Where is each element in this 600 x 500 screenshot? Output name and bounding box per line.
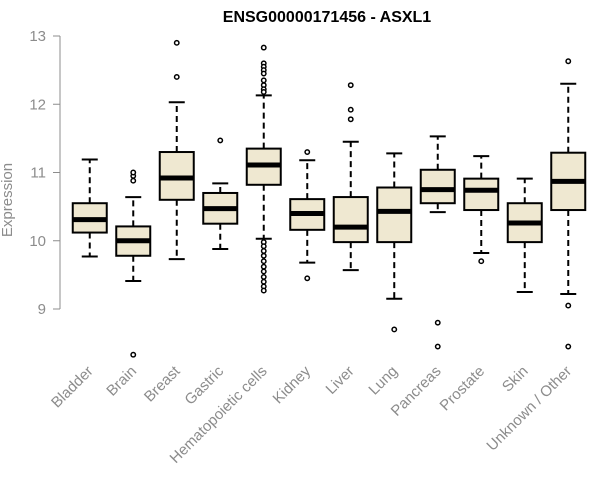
outlier-point [262,264,266,268]
outlier-point [262,249,266,253]
outlier-point [262,288,266,292]
outlier-point [349,117,353,121]
outlier-point [349,108,353,112]
box-pancreas [421,136,455,348]
iqr-box [334,197,368,242]
y-tick-label: 10 [29,233,46,250]
x-tick-label: Liver [323,363,358,398]
iqr-box [377,188,411,243]
x-tick-label: Prostate [437,363,489,415]
box-breast [160,41,194,260]
box-gastric [203,138,237,249]
box-lung [377,153,411,331]
outlier-point [262,90,266,94]
boxes [73,41,586,357]
box-bladder [73,160,107,257]
y-tick-label: 12 [29,96,46,113]
x-tick-label: Breast [141,362,184,405]
box-hematopoietic-cells [247,45,281,292]
outlier-point [262,280,266,284]
outlier-point [262,71,266,75]
outlier-point [262,275,266,279]
outlier-point [479,259,483,263]
chart-title: ENSG00000171456 - ASXL1 [223,9,432,26]
x-tick-label: Brain [103,363,140,400]
outlier-point [131,178,135,182]
outlier-point [131,170,135,174]
box-unknown-other [551,59,585,349]
outlier-point [131,353,135,357]
y-axis-label: Expression [0,163,16,237]
outlier-point [262,78,266,82]
outlier-point [262,269,266,273]
box-skin [508,179,542,292]
iqr-box [464,179,498,210]
box-liver [334,83,368,270]
outlier-point [392,327,396,331]
boxplot-chart: ENSG00000171456 - ASXL1 Expression 9 10 11… [0,0,600,500]
iqr-box [421,170,455,203]
outlier-point [436,344,440,348]
axes: 9 10 11 12 13 [29,28,60,318]
outlier-point [305,150,309,154]
y-tick-label: 9 [38,301,46,318]
outlier-point [262,244,266,248]
outlier-point [262,45,266,49]
outlier-point [262,254,266,258]
box-kidney [290,150,324,281]
x-tick-label: Skin [499,363,532,396]
outlier-point [218,138,222,142]
x-tick-label: Bladder [48,363,97,412]
outlier-point [566,59,570,63]
outlier-point [175,75,179,79]
outlier-point [305,276,309,280]
outlier-point [349,83,353,87]
y-tick-label: 11 [30,165,46,182]
outlier-point [566,303,570,307]
x-tick-label: Kidney [270,362,315,407]
y-tick-label: 13 [29,28,46,45]
outlier-point [262,259,266,263]
box-prostate [464,156,498,263]
x-tick-label: Lung [365,363,401,399]
outlier-point [175,41,179,45]
outlier-point [436,320,440,324]
box-brain [116,170,150,357]
outlier-point [566,344,570,348]
